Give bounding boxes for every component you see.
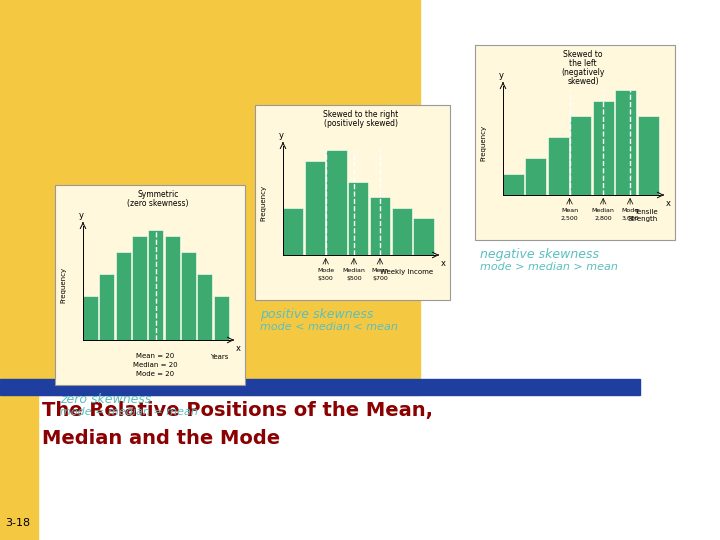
- Bar: [392, 208, 412, 255]
- Bar: [370, 197, 390, 255]
- Text: Symmetric: Symmetric: [138, 190, 179, 199]
- Text: Median: Median: [592, 208, 615, 213]
- Bar: [326, 150, 346, 255]
- Bar: [305, 160, 325, 255]
- Bar: [116, 252, 130, 340]
- Text: y: y: [498, 71, 503, 80]
- Bar: [214, 296, 228, 340]
- Bar: [638, 116, 659, 195]
- Bar: [526, 158, 546, 195]
- Text: Mode: Mode: [317, 268, 334, 273]
- Bar: [548, 137, 569, 195]
- Bar: [475, 45, 675, 240]
- Bar: [181, 252, 196, 340]
- Bar: [413, 218, 433, 255]
- Bar: [348, 181, 369, 255]
- Bar: [0, 0, 38, 540]
- Text: mode = median = mean: mode = median = mean: [60, 407, 198, 417]
- Text: negative skewness: negative skewness: [480, 248, 599, 261]
- Text: Median and the Mode: Median and the Mode: [42, 429, 280, 448]
- Bar: [148, 230, 163, 340]
- Text: (positively skewed): (positively skewed): [323, 119, 397, 128]
- Text: $500: $500: [346, 276, 361, 281]
- Text: 2,800: 2,800: [595, 216, 612, 221]
- Text: y: y: [279, 131, 284, 140]
- Bar: [99, 274, 114, 340]
- Text: x: x: [666, 199, 671, 208]
- Text: 3,000: 3,000: [621, 216, 639, 221]
- Bar: [55, 185, 245, 385]
- Text: mode > median > mean: mode > median > mean: [480, 262, 618, 272]
- Text: Frequency: Frequency: [60, 267, 66, 303]
- Text: mode < median < mean: mode < median < mean: [260, 322, 398, 332]
- Bar: [197, 274, 212, 340]
- Text: 3-18: 3-18: [6, 518, 30, 528]
- Text: skewed): skewed): [567, 77, 599, 86]
- Bar: [83, 296, 98, 340]
- Text: (negatively: (negatively: [562, 68, 605, 77]
- Bar: [615, 90, 636, 195]
- Text: Frequency: Frequency: [260, 185, 266, 220]
- Bar: [132, 235, 147, 340]
- Text: Skewed to the right: Skewed to the right: [323, 110, 398, 119]
- Text: Mean = 20: Mean = 20: [136, 353, 174, 359]
- Bar: [593, 100, 613, 195]
- Text: 2,500: 2,500: [561, 216, 578, 221]
- Bar: [165, 235, 179, 340]
- Bar: [570, 116, 591, 195]
- Text: Skewed to: Skewed to: [563, 50, 603, 59]
- Text: Weekly Income: Weekly Income: [380, 269, 433, 275]
- Text: Mode: Mode: [621, 208, 639, 213]
- Text: Median = 20: Median = 20: [132, 362, 177, 368]
- Text: $700: $700: [372, 276, 388, 281]
- Bar: [503, 174, 524, 195]
- Bar: [255, 105, 450, 300]
- Text: The Relative Positions of the Mean,: The Relative Positions of the Mean,: [42, 401, 433, 420]
- Text: Mean: Mean: [561, 208, 578, 213]
- Text: the left: the left: [570, 59, 597, 68]
- Text: (zero skewness): (zero skewness): [127, 199, 189, 208]
- Text: x: x: [441, 259, 446, 268]
- Text: zero skewness: zero skewness: [60, 393, 151, 406]
- Text: Years: Years: [210, 354, 228, 360]
- Text: Median: Median: [343, 268, 365, 273]
- Text: positive skewness: positive skewness: [260, 308, 374, 321]
- Text: Tensile
Strength: Tensile Strength: [628, 209, 658, 222]
- Text: $300: $300: [318, 276, 333, 281]
- Text: Mean: Mean: [372, 268, 389, 273]
- Text: x: x: [236, 344, 241, 353]
- Text: Mode = 20: Mode = 20: [136, 371, 174, 377]
- Bar: [283, 208, 303, 255]
- Bar: [0, 379, 640, 395]
- Text: y: y: [78, 211, 84, 220]
- Bar: [0, 0, 420, 395]
- Text: Frequency: Frequency: [480, 124, 486, 160]
